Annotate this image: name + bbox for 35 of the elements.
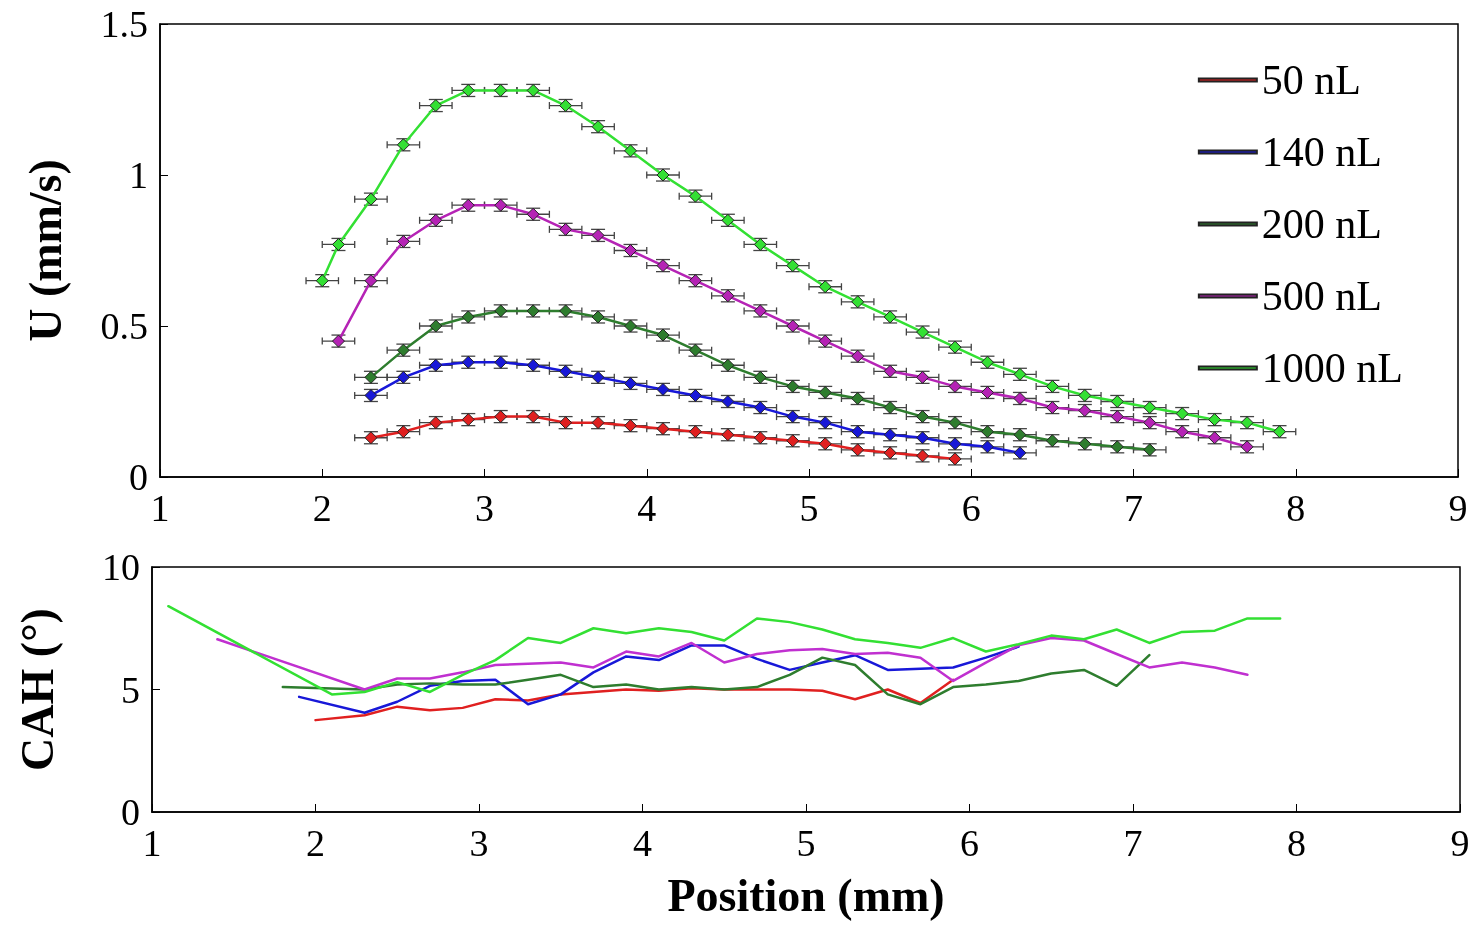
y-tick-label: 0.5: [100, 305, 148, 347]
y-tick-label: 10: [102, 546, 140, 588]
legend-label: 500 nL: [1261, 273, 1382, 319]
line-series: [167, 604, 1282, 696]
legend-label: 1000 nL: [1261, 345, 1403, 391]
y-tick-label: 0: [121, 791, 140, 833]
y-tick-label: 1: [129, 154, 148, 196]
x-tick-label: 9: [1448, 487, 1468, 529]
x-tick-label: 7: [1124, 487, 1143, 529]
x-tick-label: 3: [469, 822, 489, 864]
y-axis-title: CAH (°): [11, 608, 63, 771]
x-tick-label: 5: [796, 822, 816, 864]
x-tick-label: 8: [1286, 487, 1306, 529]
x-tick-label: 3: [475, 487, 494, 529]
x-tick-label: 9: [1450, 822, 1470, 864]
x-tick-label: 2: [312, 487, 332, 529]
x-tick-label: 8: [1287, 822, 1306, 864]
x-tick-label: 7: [1123, 822, 1143, 864]
y-axis-title: U (mm/s): [19, 159, 71, 342]
x-tick-label: 4: [633, 822, 652, 864]
y-tick-label: 1.5: [100, 3, 148, 45]
x-tick-label: 4: [637, 487, 657, 529]
line-series: [297, 644, 1020, 715]
x-tick-label: 2: [306, 822, 325, 864]
legend-label: 140 nL: [1261, 129, 1382, 175]
x-tick-label: 6: [960, 822, 979, 864]
x-axis-title: Position (mm): [667, 869, 945, 921]
x-tick-label: 5: [799, 487, 819, 529]
line-series: [281, 653, 1151, 706]
x-tick-label: 6: [961, 487, 981, 529]
line-series: [216, 636, 1249, 691]
y-tick-label: 0: [129, 456, 148, 498]
legend-label: 50 nL: [1261, 57, 1361, 103]
y-tick-label: 5: [121, 668, 140, 711]
legend-label: 200 nL: [1261, 201, 1382, 247]
